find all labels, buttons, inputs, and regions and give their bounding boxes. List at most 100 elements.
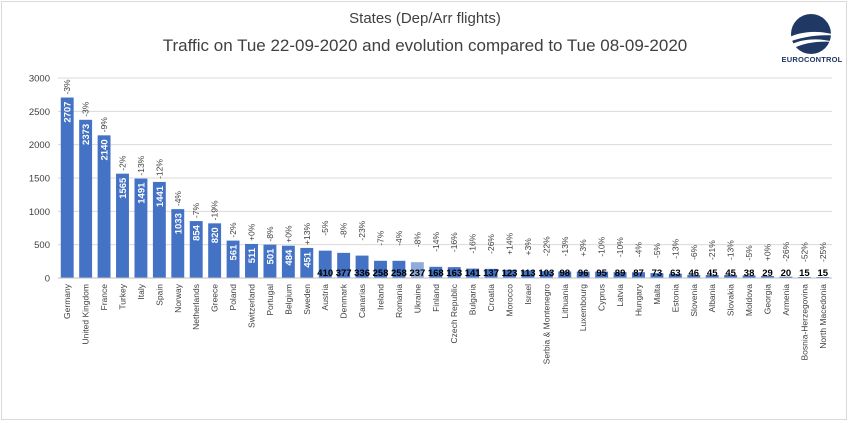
- value-label: 561: [229, 244, 240, 261]
- chart-title: States (Dep/Arr flights): [349, 10, 501, 27]
- value-label: 137: [483, 268, 499, 279]
- bar: [650, 273, 664, 278]
- x-tick-label: Sweden: [302, 284, 312, 315]
- bar: [539, 271, 553, 278]
- change-label: -13%: [136, 155, 146, 175]
- change-label: -21%: [707, 240, 717, 260]
- value-label: 501: [265, 248, 276, 265]
- change-label: -14%: [431, 232, 441, 252]
- value-label: 63: [670, 268, 681, 279]
- x-tick-label: Netherlands: [191, 284, 201, 330]
- bar: [447, 267, 461, 278]
- bar: [208, 223, 222, 278]
- value-label: 484: [284, 249, 295, 266]
- value-label: 98: [559, 268, 570, 279]
- x-tick-label: Armenia: [781, 284, 791, 316]
- change-label: -7%: [376, 230, 386, 246]
- y-tick-label: 2000: [29, 140, 50, 151]
- x-tick-label: Slovakia: [726, 284, 736, 316]
- y-tick-label: 1500: [29, 174, 50, 185]
- bar: [226, 240, 240, 278]
- value-label: 38: [744, 268, 755, 279]
- x-tick-label: Bosnia-Herzegovina: [799, 284, 809, 361]
- change-label: -5%: [652, 243, 662, 259]
- x-tick-label: Romania: [394, 284, 404, 318]
- bar: [337, 252, 351, 278]
- value-label: 1491: [136, 182, 147, 204]
- bar: [742, 275, 756, 278]
- x-tick-label: Lithuania: [560, 284, 570, 319]
- value-label: 15: [799, 268, 810, 279]
- change-label: -5%: [744, 245, 754, 261]
- change-label: +0%: [763, 243, 773, 261]
- change-label: -10%: [615, 237, 625, 257]
- value-label: 45: [725, 268, 736, 279]
- x-tick-label: Morocco: [505, 284, 515, 317]
- change-label: -4%: [634, 242, 644, 258]
- x-tick-label: Finland: [431, 284, 441, 312]
- y-tick-label: 0: [45, 274, 50, 285]
- x-tick-label: Belgium: [283, 284, 293, 315]
- value-label: 854: [192, 224, 203, 241]
- bar: [503, 269, 516, 278]
- bar: [171, 209, 185, 278]
- x-tick-label: Poland: [228, 284, 238, 311]
- change-label: -8%: [412, 232, 422, 248]
- change-label: +3%: [578, 239, 588, 257]
- change-label: -26%: [486, 234, 496, 254]
- value-label: 46: [688, 268, 699, 279]
- value-label: 237: [409, 268, 425, 279]
- bar: [263, 244, 277, 278]
- y-tick-label: 500: [34, 240, 50, 251]
- x-tick-label: Ireland: [376, 284, 386, 310]
- bar: [410, 262, 424, 278]
- x-tick-label: North Macedonia: [818, 284, 828, 349]
- y-tick-label: 2500: [29, 107, 50, 118]
- bar: [668, 273, 682, 278]
- bar: [245, 243, 258, 278]
- bar: [152, 181, 166, 278]
- change-label: +3%: [523, 238, 533, 256]
- value-label: 103: [538, 268, 554, 279]
- bar: [558, 271, 572, 278]
- change-label: -26%: [781, 241, 791, 261]
- value-label: 96: [578, 268, 589, 279]
- change-label: +0%: [283, 225, 293, 243]
- change-label: -2%: [228, 222, 238, 238]
- bar: [521, 270, 535, 278]
- change-label: -5%: [320, 220, 330, 236]
- x-tick-label: Bulgaria: [468, 284, 478, 315]
- bar: [281, 245, 295, 278]
- bar: [761, 276, 774, 278]
- x-tick-label: Georgia: [763, 284, 773, 315]
- bar: [79, 119, 93, 278]
- value-label: 258: [373, 268, 389, 279]
- value-label: 451: [302, 251, 313, 268]
- bar: [724, 275, 738, 278]
- y-tick-label: 1000: [29, 207, 50, 218]
- value-label: 1441: [155, 185, 166, 207]
- x-tick-label: Serbia & Montenegro: [541, 284, 551, 365]
- change-label: -7%: [191, 203, 201, 219]
- change-label: -3%: [62, 79, 72, 95]
- value-label: 377: [336, 268, 352, 279]
- x-tick-label: Germany: [62, 283, 72, 319]
- bar: [300, 247, 314, 278]
- x-tick-label: Israel: [523, 284, 533, 305]
- change-label: -13%: [670, 239, 680, 259]
- value-label: 511: [247, 247, 258, 263]
- value-label: 29: [762, 268, 773, 279]
- x-tick-label: Albania: [707, 284, 717, 313]
- x-tick-label: Switzerland: [247, 284, 257, 328]
- bar: [705, 275, 719, 278]
- value-label: 2373: [81, 124, 92, 145]
- value-label: 113: [520, 268, 535, 279]
- x-tick-label: Moldova: [744, 284, 754, 316]
- change-label: +13%: [302, 223, 312, 245]
- x-tick-label: United Kingdom: [81, 284, 91, 344]
- logo-text: EUROCONTROL: [781, 55, 843, 64]
- change-label: -10%: [597, 236, 607, 256]
- value-label: 45: [707, 268, 718, 279]
- change-label: -3%: [81, 101, 91, 117]
- x-tick-label: Portugal: [265, 284, 275, 316]
